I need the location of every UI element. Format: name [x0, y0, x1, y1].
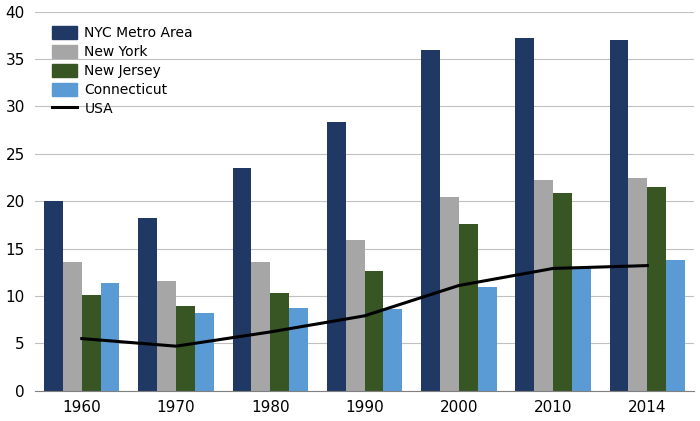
Bar [101, 282, 120, 391]
Bar [534, 180, 553, 391]
Bar [63, 262, 82, 391]
Bar [82, 295, 101, 391]
Bar [176, 306, 195, 391]
Bar [327, 122, 346, 391]
Bar [365, 271, 384, 391]
Bar [158, 281, 176, 391]
Bar [458, 224, 477, 391]
Bar [421, 51, 440, 391]
Bar [666, 260, 685, 391]
Bar [139, 218, 158, 391]
Bar [270, 293, 289, 391]
Bar [610, 40, 629, 391]
Bar [648, 187, 666, 391]
Bar [572, 267, 591, 391]
Legend: NYC Metro Area, New York, New Jersey, Connecticut, USA: NYC Metro Area, New York, New Jersey, Co… [48, 22, 197, 120]
Bar [251, 262, 270, 391]
Bar [232, 168, 251, 391]
Bar [515, 38, 534, 391]
Bar [553, 193, 572, 391]
Bar [477, 288, 496, 391]
Bar [384, 309, 402, 391]
Bar [440, 197, 458, 391]
Bar [346, 240, 365, 391]
Bar [44, 201, 63, 391]
Bar [195, 313, 214, 391]
Bar [289, 308, 308, 391]
Bar [629, 179, 648, 391]
